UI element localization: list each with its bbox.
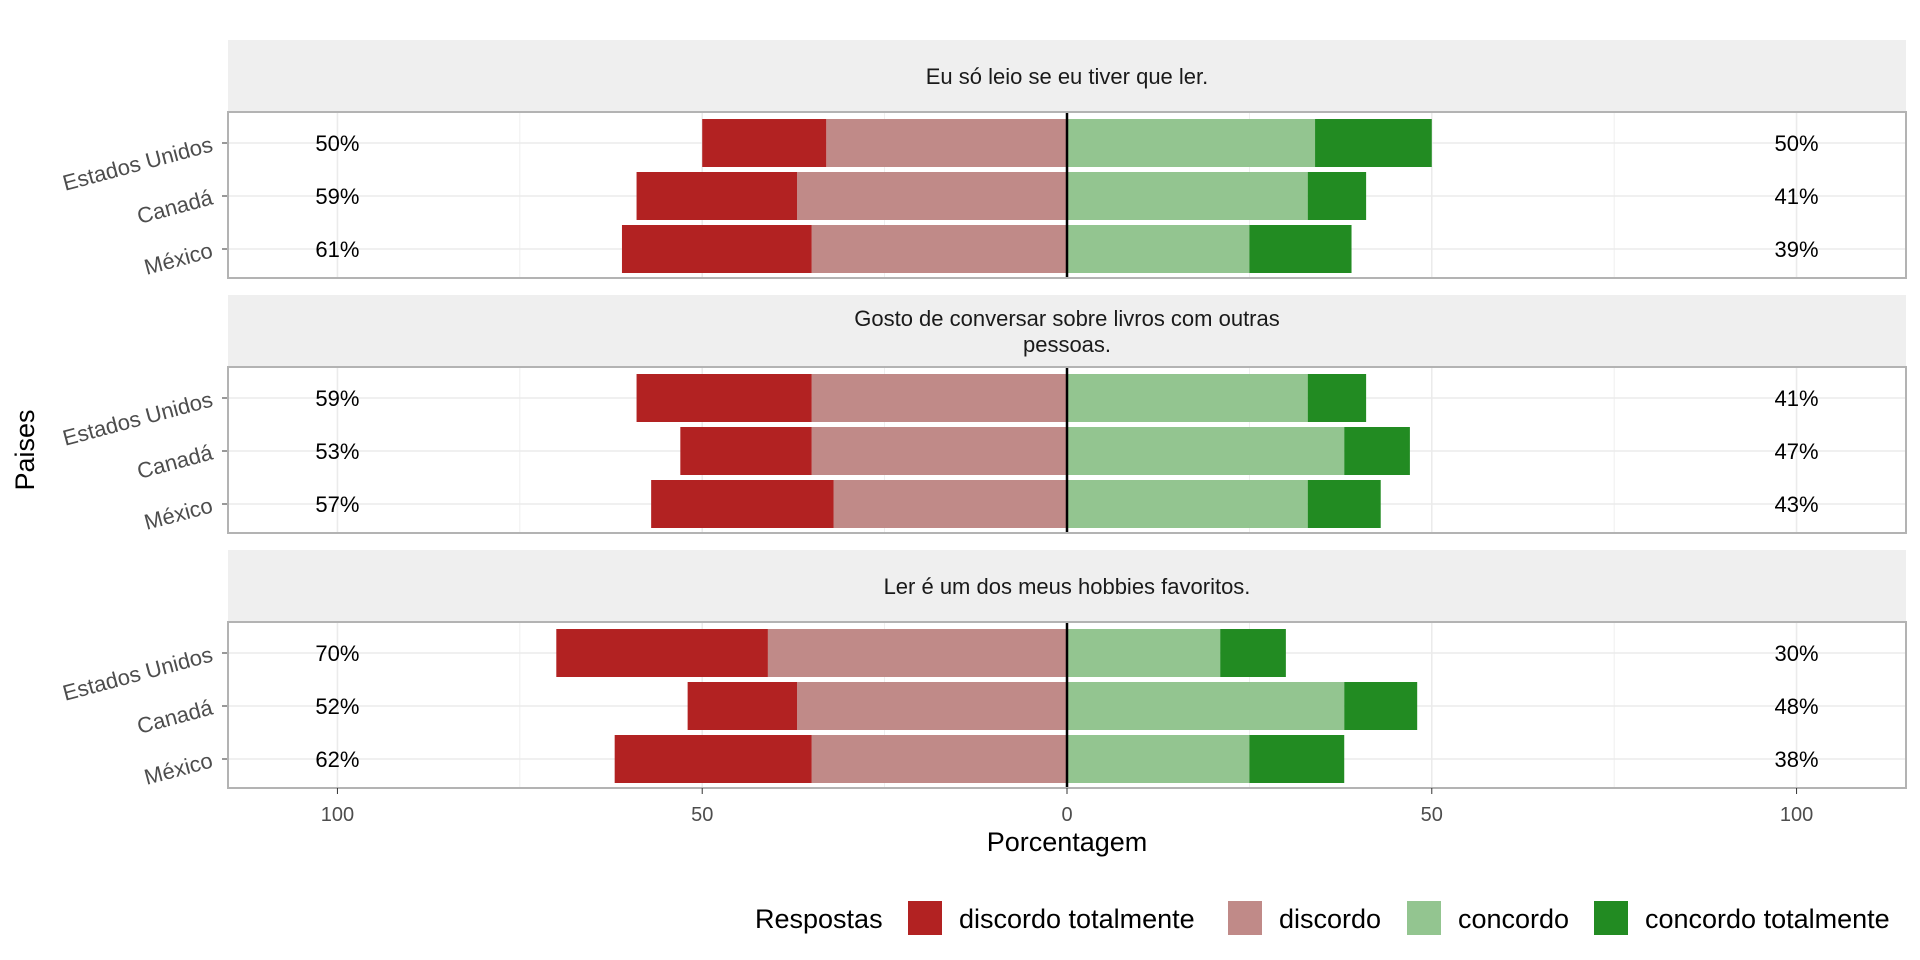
bar-concordo — [1067, 172, 1308, 220]
facet-title: Ler é um dos meus hobbies favoritos. — [884, 574, 1251, 599]
bar-discordo — [811, 374, 1067, 422]
bar-concordo — [1067, 427, 1345, 475]
right-percentage-label: 38% — [1775, 747, 1819, 772]
left-percentage-label: 61% — [315, 237, 359, 262]
bar-concordo — [1067, 374, 1308, 422]
bar-concordo — [1067, 682, 1345, 730]
bar-discordo-totalmente — [636, 374, 812, 422]
country-label: Canadá — [134, 184, 216, 228]
legend-title: Respostas — [755, 904, 883, 934]
right-percentage-label: 41% — [1775, 184, 1819, 209]
bar-concordo-totalmente — [1220, 629, 1286, 677]
bar-discordo-totalmente — [651, 480, 834, 528]
country-label: México — [142, 238, 216, 280]
right-percentage-label: 48% — [1775, 694, 1819, 719]
bar-discordo — [767, 629, 1067, 677]
left-percentage-label: 50% — [315, 131, 359, 156]
legend-label: discordo totalmente — [959, 904, 1195, 934]
country-label: Canadá — [134, 694, 216, 738]
bar-discordo — [811, 735, 1067, 783]
bar-discordo — [811, 427, 1067, 475]
right-percentage-label: 47% — [1775, 439, 1819, 464]
bar-concordo-totalmente — [1344, 427, 1410, 475]
facet-title: Gosto de conversar sobre livros com outr… — [854, 306, 1280, 331]
country-label: Canadá — [134, 439, 216, 483]
bar-discordo-totalmente — [621, 225, 812, 273]
bar-concordo-totalmente — [1315, 119, 1432, 167]
country-label: Estados Unidos — [60, 132, 215, 196]
left-percentage-label: 59% — [315, 184, 359, 209]
x-tick-label: 100 — [321, 804, 354, 826]
right-percentage-label: 30% — [1775, 641, 1819, 666]
right-percentage-label: 41% — [1775, 386, 1819, 411]
facet-title: Eu só leio se eu tiver que ler. — [926, 64, 1209, 89]
x-axis-title: Porcentagem — [987, 827, 1148, 857]
legend-key — [1407, 901, 1441, 935]
x-tick-label: 50 — [1421, 804, 1443, 826]
left-percentage-label: 53% — [315, 439, 359, 464]
right-percentage-label: 43% — [1775, 492, 1819, 517]
legend-key — [908, 901, 942, 935]
bar-discordo-totalmente — [687, 682, 798, 730]
country-label: México — [142, 748, 216, 790]
bar-discordo-totalmente — [614, 735, 812, 783]
bar-concordo — [1067, 629, 1221, 677]
left-percentage-label: 59% — [315, 386, 359, 411]
panel-border — [227, 366, 1907, 534]
facet-title: pessoas. — [1023, 332, 1111, 357]
facet-strip — [228, 295, 1906, 367]
bar-concordo-totalmente — [1307, 374, 1367, 422]
bar-concordo — [1067, 480, 1308, 528]
bar-concordo-totalmente — [1307, 480, 1381, 528]
bar-discordo-totalmente — [680, 427, 812, 475]
bar-concordo-totalmente — [1249, 735, 1345, 783]
legend-label: concordo totalmente — [1645, 904, 1890, 934]
right-percentage-label: 50% — [1775, 131, 1819, 156]
bar-discordo-totalmente — [702, 119, 827, 167]
x-tick-label: 50 — [691, 804, 713, 826]
bar-concordo-totalmente — [1249, 225, 1352, 273]
bar-concordo — [1067, 225, 1250, 273]
legend-key — [1594, 901, 1628, 935]
left-percentage-label: 52% — [315, 694, 359, 719]
bar-concordo-totalmente — [1307, 172, 1367, 220]
panel-border — [227, 111, 1907, 279]
country-label: Estados Unidos — [60, 642, 215, 706]
facet-strip — [228, 550, 1906, 622]
country-label: México — [142, 493, 216, 535]
bar-discordo — [833, 480, 1067, 528]
facet-strip — [228, 40, 1906, 112]
bar-discordo — [811, 225, 1067, 273]
country-label: Estados Unidos — [60, 387, 215, 451]
bar-discordo-totalmente — [556, 629, 768, 677]
legend-key — [1228, 901, 1262, 935]
bar-concordo — [1067, 735, 1250, 783]
left-percentage-label: 57% — [315, 492, 359, 517]
bar-discordo — [797, 682, 1067, 730]
right-percentage-label: 39% — [1775, 237, 1819, 262]
bar-concordo-totalmente — [1344, 682, 1418, 730]
left-percentage-label: 70% — [315, 641, 359, 666]
bar-concordo — [1067, 119, 1316, 167]
x-tick-label: 0 — [1061, 804, 1072, 826]
left-percentage-label: 62% — [315, 747, 359, 772]
y-axis-title: Paises — [10, 409, 40, 490]
bar-discordo — [797, 172, 1067, 220]
legend-label: concordo — [1458, 904, 1569, 934]
bar-discordo — [826, 119, 1067, 167]
legend-label: discordo — [1279, 904, 1381, 934]
x-tick-label: 100 — [1780, 804, 1813, 826]
bar-discordo-totalmente — [636, 172, 798, 220]
